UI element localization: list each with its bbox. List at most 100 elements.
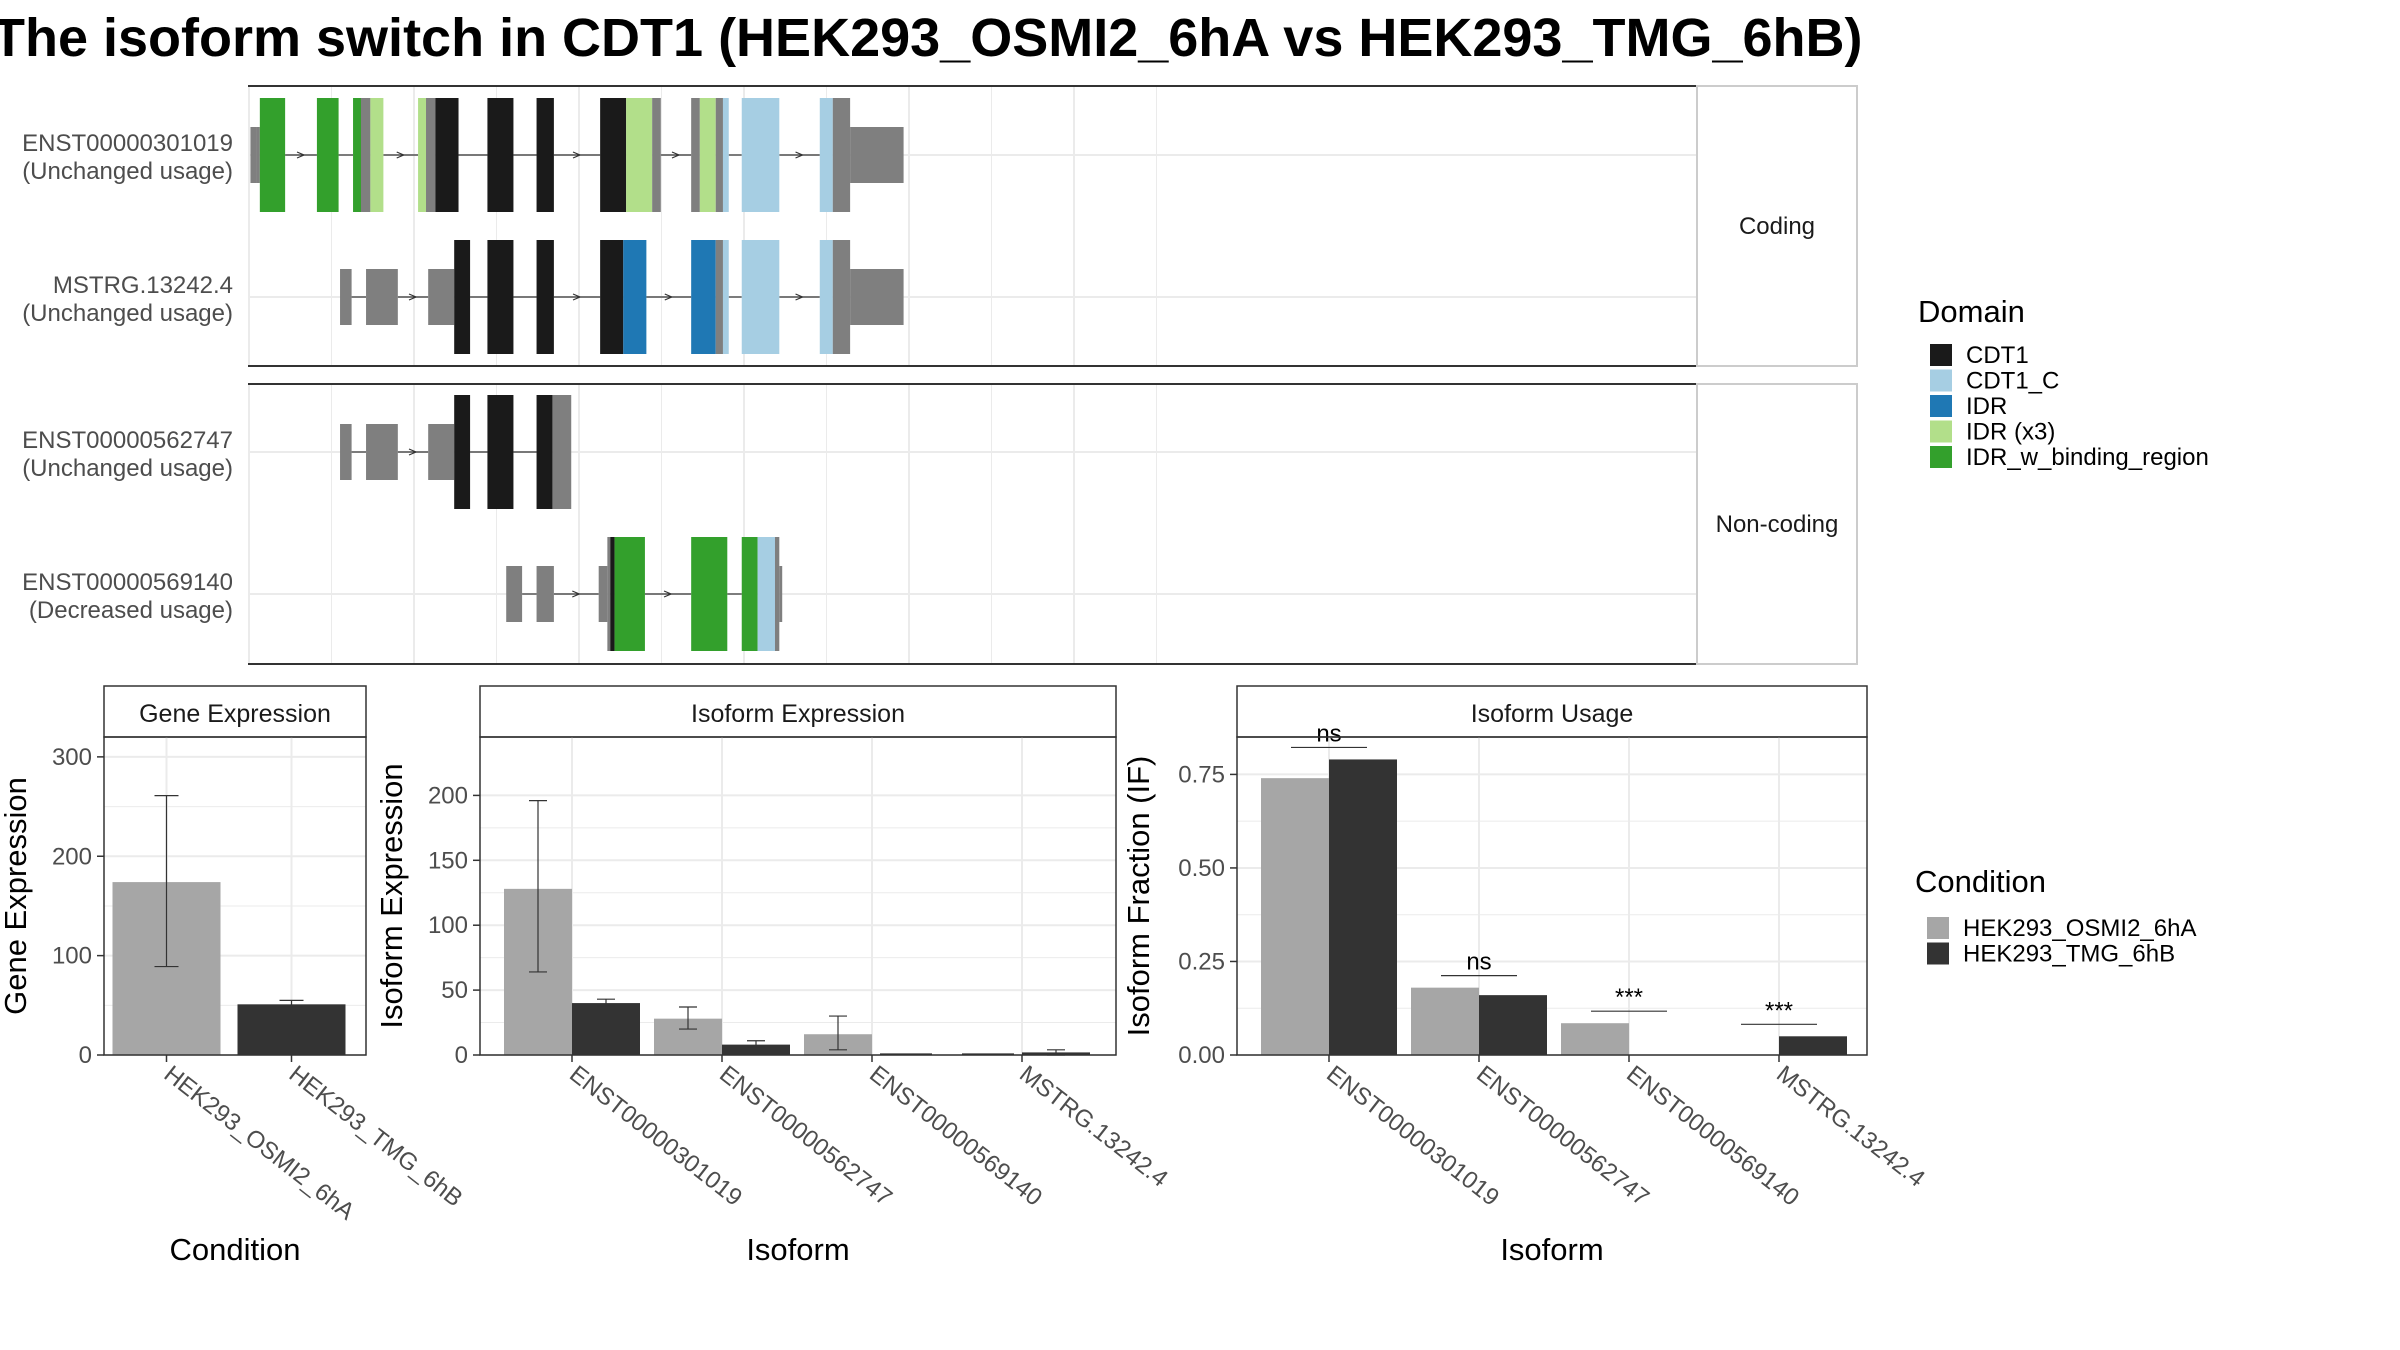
exon-cdt1 [487,240,514,354]
exon [250,127,257,183]
exon-idr [691,240,716,354]
exon [340,269,352,325]
exon [850,269,904,325]
transcript-usage-label: (Unchanged usage) [22,158,233,185]
transcript-track-mstrg-13242-4 [340,240,904,354]
legend-label-cdt1: CDT1 [1966,342,2029,369]
exon-cdt1-c [819,240,833,354]
exon [366,424,398,480]
y-tick-label: 0.50 [1178,855,1225,882]
exon-idr [623,240,647,354]
transcript-track-enst00000301019 [250,98,904,212]
exon-idr-x3 [418,98,427,212]
transcript-usage-label: (Unchanged usage) [22,455,233,482]
exon [774,537,780,651]
expression-charts: Gene Expression0100200300HEK293_OSMI2_6h… [0,685,1930,1267]
exon-cdt1-c [722,98,729,212]
y-tick-label: 100 [52,943,92,970]
exon [691,98,700,212]
bar-enst00000301019-hek293-osmi2-6ha [1261,778,1329,1055]
legend-swatch-cdt1-c [1930,369,1952,392]
chart-title: Gene Expression [139,700,331,728]
y-tick-label: 0.25 [1178,948,1225,975]
exon-cdt1 [435,98,459,212]
direction-arrow [671,151,681,159]
direction-arrow [572,590,581,598]
chart-panel-border [103,736,367,1056]
legend-swatch-hek293-osmi2-6ha [1927,917,1949,939]
x-axis-title: Isoform [1500,1232,1603,1267]
y-axis-title: Gene Expression [0,777,33,1015]
exon [340,424,352,480]
exon-idr-w-binding-region [614,537,645,651]
chart-panel-border [479,736,1117,1056]
legend-swatch-idr [1930,395,1952,417]
transcript-structure-plot: Coding Non-coding ENST00000301019(Unchan… [22,85,1858,665]
chart-isoform-expression: Isoform Expression050100150200ENST000003… [374,685,1173,1267]
y-tick-label: 300 [52,744,92,771]
structure-tracks [250,98,904,651]
exon-cdt1 [536,395,553,509]
direction-arrow [296,151,306,159]
exon [552,395,572,509]
transcript-usage-label: (Decreased usage) [29,597,233,624]
exon-cdt1 [487,98,514,212]
y-tick-label: 100 [428,912,468,939]
exon [779,566,783,622]
legend-swatch-hek293-tmg-6hb [1927,942,1949,965]
y-tick-label: 200 [52,843,92,870]
chart-panel-border [1236,736,1868,1056]
y-tick-label: 0.00 [1178,1042,1225,1069]
facet-label-noncoding: Non-coding [1716,511,1839,538]
facet-label-coding: Coding [1739,213,1815,240]
y-tick-label: 50 [441,977,468,1004]
error-bar [529,799,547,973]
bar-enst00000301019-hek293-tmg-6hb [1329,759,1397,1055]
bar-mstrg-13242-4-hek293-tmg-6hb [1779,1036,1847,1055]
y-tick-label: 0 [79,1042,92,1069]
condition-legend-title: Condition [1915,864,2046,899]
transcript-id-label: MSTRG.13242.4 [53,272,233,299]
direction-arrow [664,293,674,301]
legend-label-idr: IDR [1966,393,2007,420]
exon [850,127,904,183]
exon-cdt1 [600,240,624,354]
x-tick-label: MSTRG.13242.4 [1014,1060,1173,1192]
y-tick-label: 200 [428,782,468,809]
error-bar [829,1015,847,1051]
error-bar [747,1040,765,1048]
bar-enst00000301019-hek293-tmg-6hb [572,1003,640,1055]
significance-label: ns [1316,720,1341,747]
significance-label: *** [1615,984,1643,1011]
y-tick-label: 0.75 [1178,761,1225,788]
y-axis-title: Isoform Expression [374,763,409,1028]
transcript-id-label: ENST00000569140 [22,569,233,596]
legend-swatch-idr-x3 [1930,420,1952,443]
exon [366,269,398,325]
exon-cdt1-c [741,98,780,212]
exon-cdt1 [454,395,471,509]
exon [832,98,851,212]
exon-idr-w-binding-region [259,98,286,212]
exon [832,240,851,354]
chart-strip [479,685,1117,738]
exon-idr-x3 [370,98,384,212]
error-bar [679,1006,697,1030]
exon [428,269,455,325]
bar-enst00000562747-hek293-tmg-6hb [1479,995,1547,1055]
legend-swatch-idr-w-binding-region [1930,446,1952,468]
chart-strip [103,685,367,738]
exon-cdt1-c [741,240,780,354]
exon [598,566,608,622]
x-axis-title: Condition [170,1232,301,1267]
direction-arrow [572,293,582,301]
y-tick-label: 150 [428,847,468,874]
bar-enst00000562747-hek293-tmg-6hb [722,1044,790,1055]
chart-strip [1236,685,1868,738]
direction-arrow [408,293,418,301]
exon [607,537,611,651]
